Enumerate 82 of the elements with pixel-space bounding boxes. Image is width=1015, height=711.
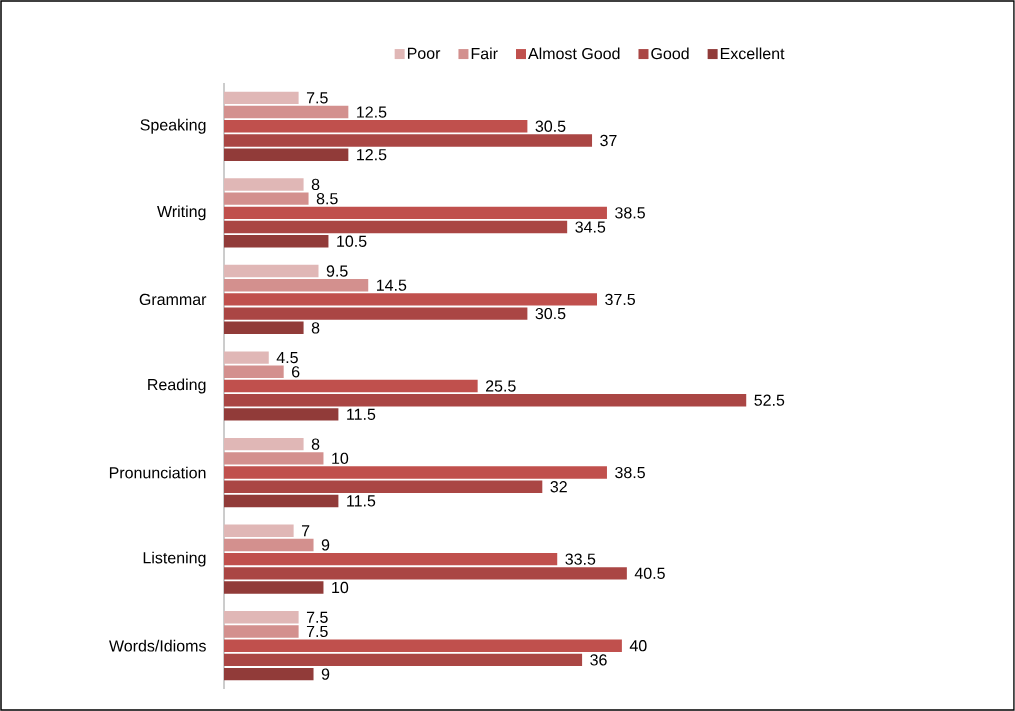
bar — [224, 611, 299, 624]
bar — [224, 581, 324, 594]
bar — [224, 178, 304, 191]
bar — [224, 408, 339, 421]
bar — [224, 452, 324, 465]
data-label: 10 — [332, 452, 349, 465]
data-label: 10.5 — [337, 235, 367, 247]
data-label: 7.5 — [306, 611, 328, 623]
data-label: 25.5 — [485, 380, 516, 392]
data-label: 12.5 — [357, 149, 387, 161]
data-label: 9 — [321, 539, 330, 551]
data-label: 6 — [292, 366, 300, 378]
bar — [224, 321, 304, 335]
bar — [224, 120, 528, 133]
y-tick-label: Writing — [157, 205, 206, 221]
y-tick-label: Reading — [148, 378, 206, 394]
bar — [224, 552, 558, 566]
bar — [224, 653, 583, 667]
legend-label: Poor — [407, 47, 441, 59]
bar — [224, 134, 593, 147]
bar — [224, 437, 304, 451]
bar — [224, 293, 598, 306]
bar — [224, 105, 349, 119]
data-label: 38.5 — [615, 207, 645, 219]
data-label: 7.5 — [306, 625, 328, 638]
bar — [224, 524, 294, 537]
bar — [224, 393, 747, 407]
bar — [224, 91, 299, 105]
bar — [224, 307, 528, 320]
data-label: 7.5 — [306, 92, 328, 104]
bar — [224, 667, 314, 681]
y-tick-label: Speaking — [140, 118, 206, 134]
data-label: 52.5 — [754, 394, 785, 406]
bar — [224, 264, 319, 278]
data-label: 8 — [311, 178, 320, 191]
data-label: 36 — [590, 654, 607, 666]
bar — [224, 148, 349, 161]
bar — [224, 192, 309, 205]
data-label: 32 — [550, 481, 567, 493]
data-label: 8.5 — [316, 192, 338, 205]
bar — [224, 235, 329, 248]
data-label: 40 — [629, 640, 647, 652]
bar — [224, 625, 299, 638]
data-label: 30.5 — [535, 120, 566, 132]
data-label: 37.5 — [605, 293, 636, 306]
legend-label: Good — [651, 47, 689, 60]
data-label: 8 — [311, 322, 320, 334]
data-label: 34.5 — [575, 221, 606, 233]
legend-label: Fair — [471, 47, 498, 60]
legend-label: Almost Good — [528, 47, 620, 60]
bar — [224, 567, 627, 580]
data-label: 37 — [600, 134, 617, 147]
data-label: 12.5 — [357, 106, 387, 118]
bar — [224, 538, 314, 552]
data-label: 38.5 — [615, 466, 645, 479]
bar — [224, 365, 284, 378]
y-tick-label: Grammar — [139, 293, 207, 306]
legend-label: Excellent — [720, 47, 785, 60]
bar — [224, 206, 607, 220]
data-label: 9.5 — [326, 265, 348, 277]
data-label: 7 — [301, 525, 310, 537]
data-label: 14.5 — [376, 279, 407, 291]
data-label: 8 — [311, 438, 320, 450]
bar — [224, 639, 622, 652]
bar — [224, 279, 369, 292]
data-label: 10 — [332, 581, 349, 594]
data-label: 30.5 — [535, 307, 566, 320]
data-label: 40.5 — [634, 567, 665, 579]
bar — [224, 220, 568, 234]
bar — [224, 351, 269, 364]
bar — [224, 480, 543, 493]
bar — [224, 466, 607, 479]
data-label: 11.5 — [347, 408, 376, 420]
bar — [224, 494, 339, 508]
data-label: 33.5 — [565, 553, 596, 565]
y-tick-label: Words/Idioms — [109, 639, 206, 652]
data-label: 4.5 — [276, 352, 298, 364]
y-tick-label: Pronunciation — [109, 466, 206, 479]
data-label: 9 — [321, 668, 330, 680]
data-label: 11.5 — [347, 495, 376, 507]
y-tick-label: Listening — [143, 551, 206, 567]
bar — [224, 379, 478, 393]
